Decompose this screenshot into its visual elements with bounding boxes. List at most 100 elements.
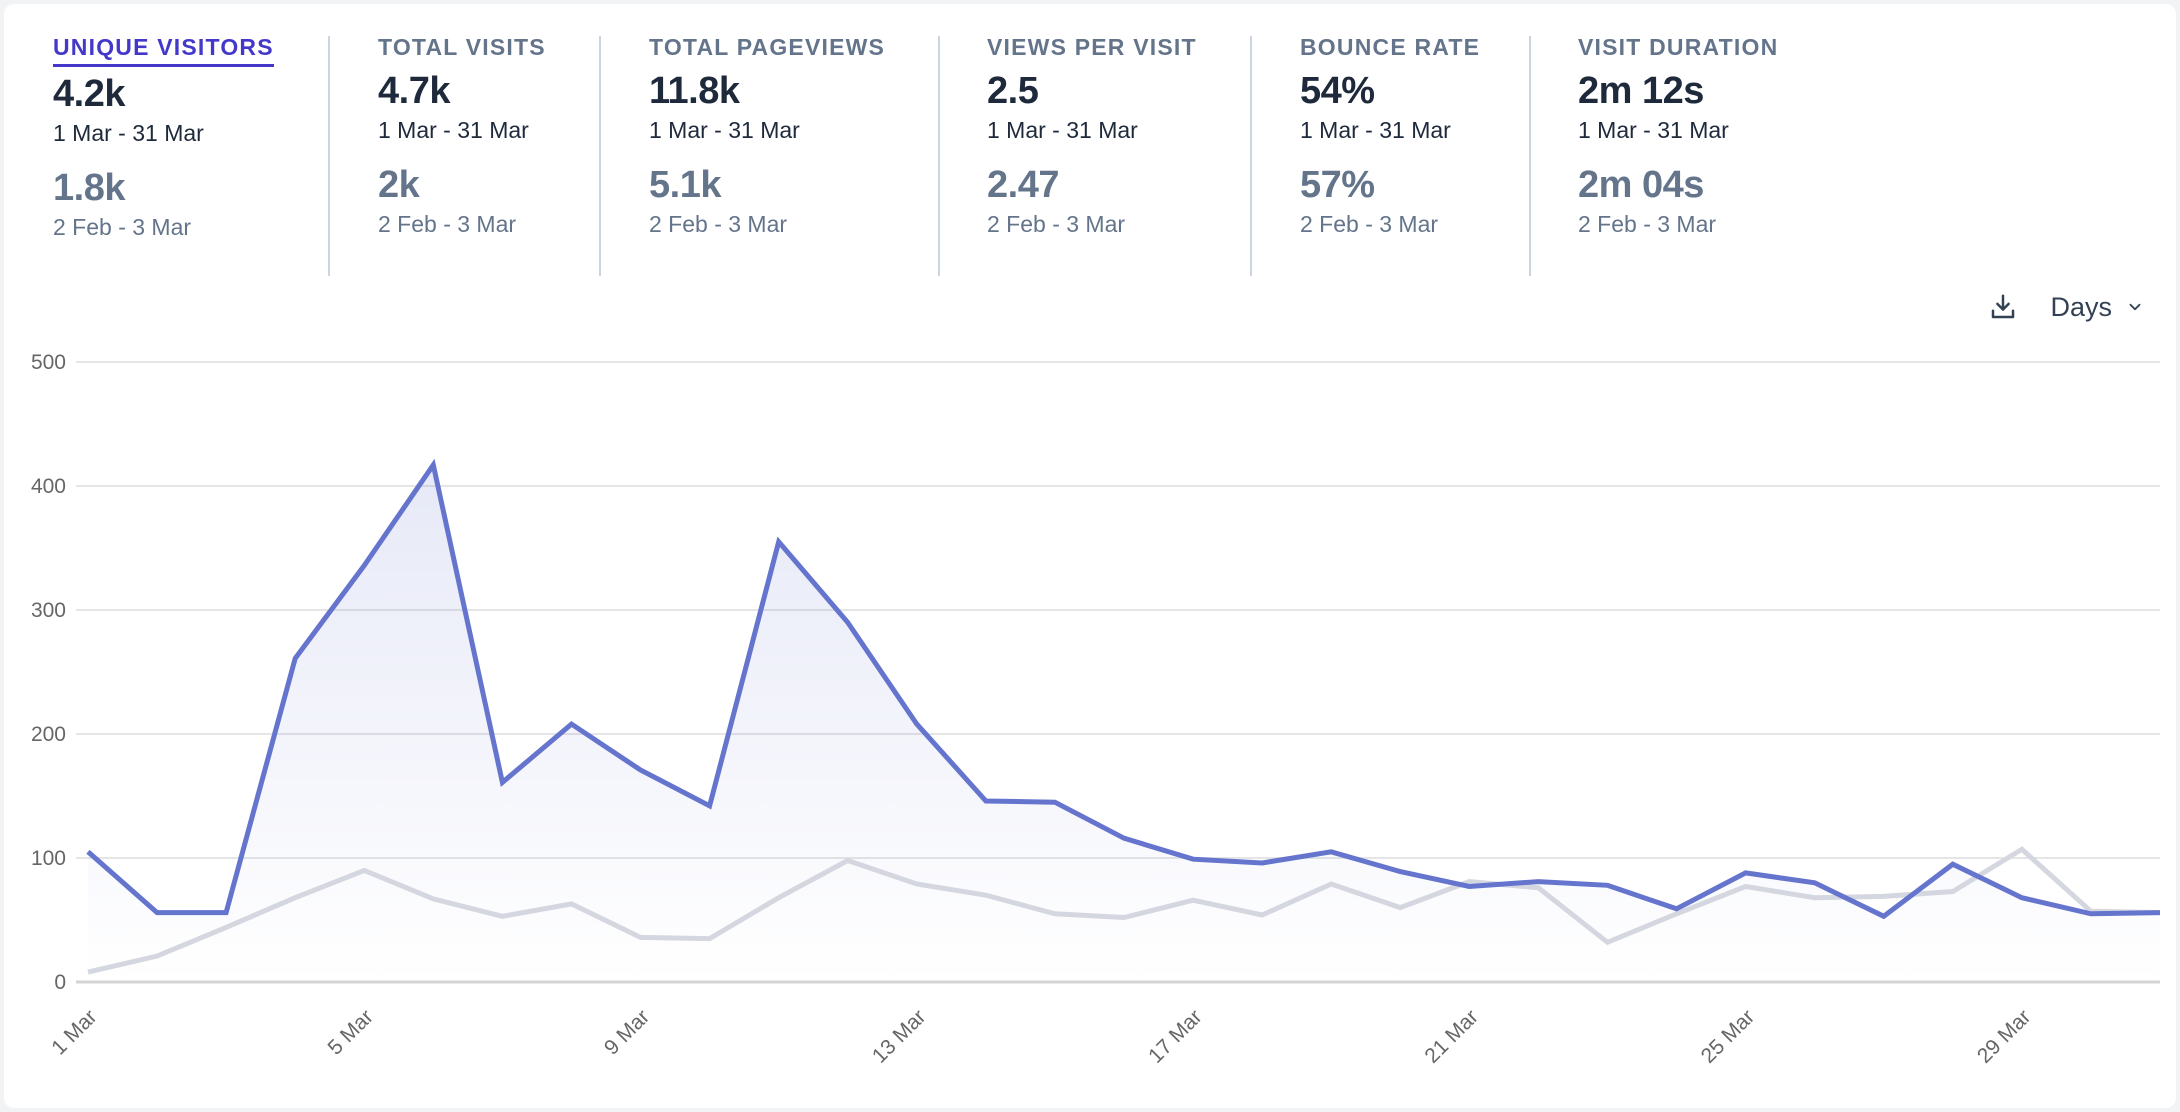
metric-divider [599,36,601,276]
current-data-point[interactable] [1459,877,1479,897]
download-icon [1992,294,2015,319]
metric-unique-visitors[interactable]: Unique visitors 4.2k 1 Mar - 31 Mar 1.8k… [53,34,274,241]
y-tick-label: 200 [31,723,66,746]
current-data-point[interactable] [769,532,789,552]
metric-previous-range: 2 Feb - 3 Mar [1578,211,1717,237]
current-data-point[interactable] [631,760,651,780]
y-tick-label: 500 [31,351,66,374]
previous-data-point[interactable] [1045,904,1065,924]
previous-data-point[interactable] [1114,908,1134,928]
previous-data-point[interactable] [631,927,651,947]
current-data-point[interactable] [2081,904,2101,924]
previous-data-point[interactable] [492,906,512,926]
current-data-point[interactable] [354,555,374,575]
current-data-point[interactable] [492,772,512,792]
previous-data-point[interactable] [1874,886,1894,906]
current-data-point[interactable] [838,612,858,632]
current-data-point[interactable] [2150,903,2170,923]
previous-data-point[interactable] [1943,881,1963,901]
current-data-point[interactable] [1183,849,1203,869]
previous-data-point[interactable] [354,860,374,880]
metric-bounce-rate[interactable]: Bounce rate 54% 1 Mar - 31 Mar 57% 2 Feb… [1300,34,1480,238]
current-data-point[interactable] [1805,873,1825,893]
x-tick-label: 29 Mar [1973,1005,2035,1067]
current-data-point[interactable] [907,714,927,734]
previous-data-point[interactable] [561,894,581,914]
current-data-point[interactable] [700,796,720,816]
x-tick-label: 25 Mar [1697,1005,1759,1067]
metric-previous-range: 2 Feb - 3 Mar [1300,211,1439,237]
current-data-point[interactable] [976,791,996,811]
metric-total-pageviews[interactable]: Total pageviews 11.8k 1 Mar - 31 Mar 5.1… [649,34,885,238]
previous-data-point[interactable] [423,889,443,909]
current-data-point[interactable] [1874,906,1894,926]
previous-data-point[interactable] [1597,932,1617,952]
x-tick-label: 13 Mar [868,1005,930,1067]
current-data-point[interactable] [1667,899,1687,919]
previous-data-point[interactable] [976,885,996,905]
previous-data-point[interactable] [769,888,789,908]
metric-previous-range: 2 Feb - 3 Mar [53,214,192,240]
metric-divider [328,36,330,276]
metric-label[interactable]: Visit duration [1578,34,1779,60]
current-data-point[interactable] [423,455,443,475]
previous-data-point[interactable] [700,929,720,949]
metric-label[interactable]: Unique visitors [53,34,274,67]
metric-value: 4.7k [378,70,450,112]
current-data-point[interactable] [2012,888,2032,908]
current-data-point[interactable] [1943,854,1963,874]
metric-visit-duration[interactable]: Visit duration 2m 12s 1 Mar - 31 Mar 2m … [1578,34,1778,238]
interval-dropdown[interactable]: Days [2050,292,2144,323]
current-data-point[interactable] [1321,842,1341,862]
current-data-point[interactable] [78,842,98,862]
metric-divider [938,36,940,276]
metric-previous-range: 2 Feb - 3 Mar [378,211,517,237]
metric-previous-range: 2 Feb - 3 Mar [649,211,788,237]
current-data-point[interactable] [1045,792,1065,812]
previous-data-point[interactable] [78,962,98,982]
x-tick-label: 5 Mar [324,1005,378,1059]
current-data-point[interactable] [147,903,167,923]
metric-total-visits[interactable]: Total visits 4.7k 1 Mar - 31 Mar 2k 2 Fe… [378,34,546,238]
current-data-point[interactable] [561,714,581,734]
previous-data-point[interactable] [1390,898,1410,918]
previous-data-point[interactable] [2012,839,2032,859]
previous-data-point[interactable] [1321,874,1341,894]
metric-previous-value: 2k [378,164,420,206]
metric-range: 1 Mar - 31 Mar [378,117,529,143]
download-button[interactable] [1986,290,2020,324]
metric-previous-value: 2m 04s [1578,164,1704,206]
current-data-point[interactable] [1528,872,1548,892]
x-tick-label: 9 Mar [600,1005,654,1059]
current-data-point[interactable] [1252,853,1272,873]
current-data-point[interactable] [1114,828,1134,848]
metric-label[interactable]: Bounce rate [1300,34,1481,60]
metric-label[interactable]: Views per visit [987,34,1197,60]
metric-views-per-visit[interactable]: Views per visit 2.5 1 Mar - 31 Mar 2.47 … [987,34,1197,238]
previous-data-point[interactable] [285,888,305,908]
x-tick-label: 1 Mar [47,1005,101,1059]
current-data-point[interactable] [285,648,305,668]
previous-data-point[interactable] [907,874,927,894]
interval-label: Days [2050,291,2112,322]
current-period-area [88,464,2160,982]
chart-toolbar: Days [1986,290,2144,324]
previous-data-point[interactable] [147,946,167,966]
metric-label[interactable]: Total visits [378,34,546,60]
x-tick-label: 21 Mar [1420,1005,1482,1067]
previous-data-point[interactable] [838,850,858,870]
metric-divider [1250,36,1252,276]
chevron-down-icon [2129,303,2141,311]
metric-range: 1 Mar - 31 Mar [649,117,800,143]
previous-data-point[interactable] [1252,905,1272,925]
previous-data-point[interactable] [1183,890,1203,910]
current-data-point[interactable] [1736,863,1756,883]
metric-previous-value: 2.47 [987,164,1059,206]
metric-label[interactable]: Total pageviews [649,34,886,60]
current-data-point[interactable] [216,903,236,923]
current-data-point[interactable] [1390,862,1410,882]
current-data-point[interactable] [1597,875,1617,895]
y-tick-label: 100 [31,847,66,870]
metric-value: 4.2k [53,73,125,115]
